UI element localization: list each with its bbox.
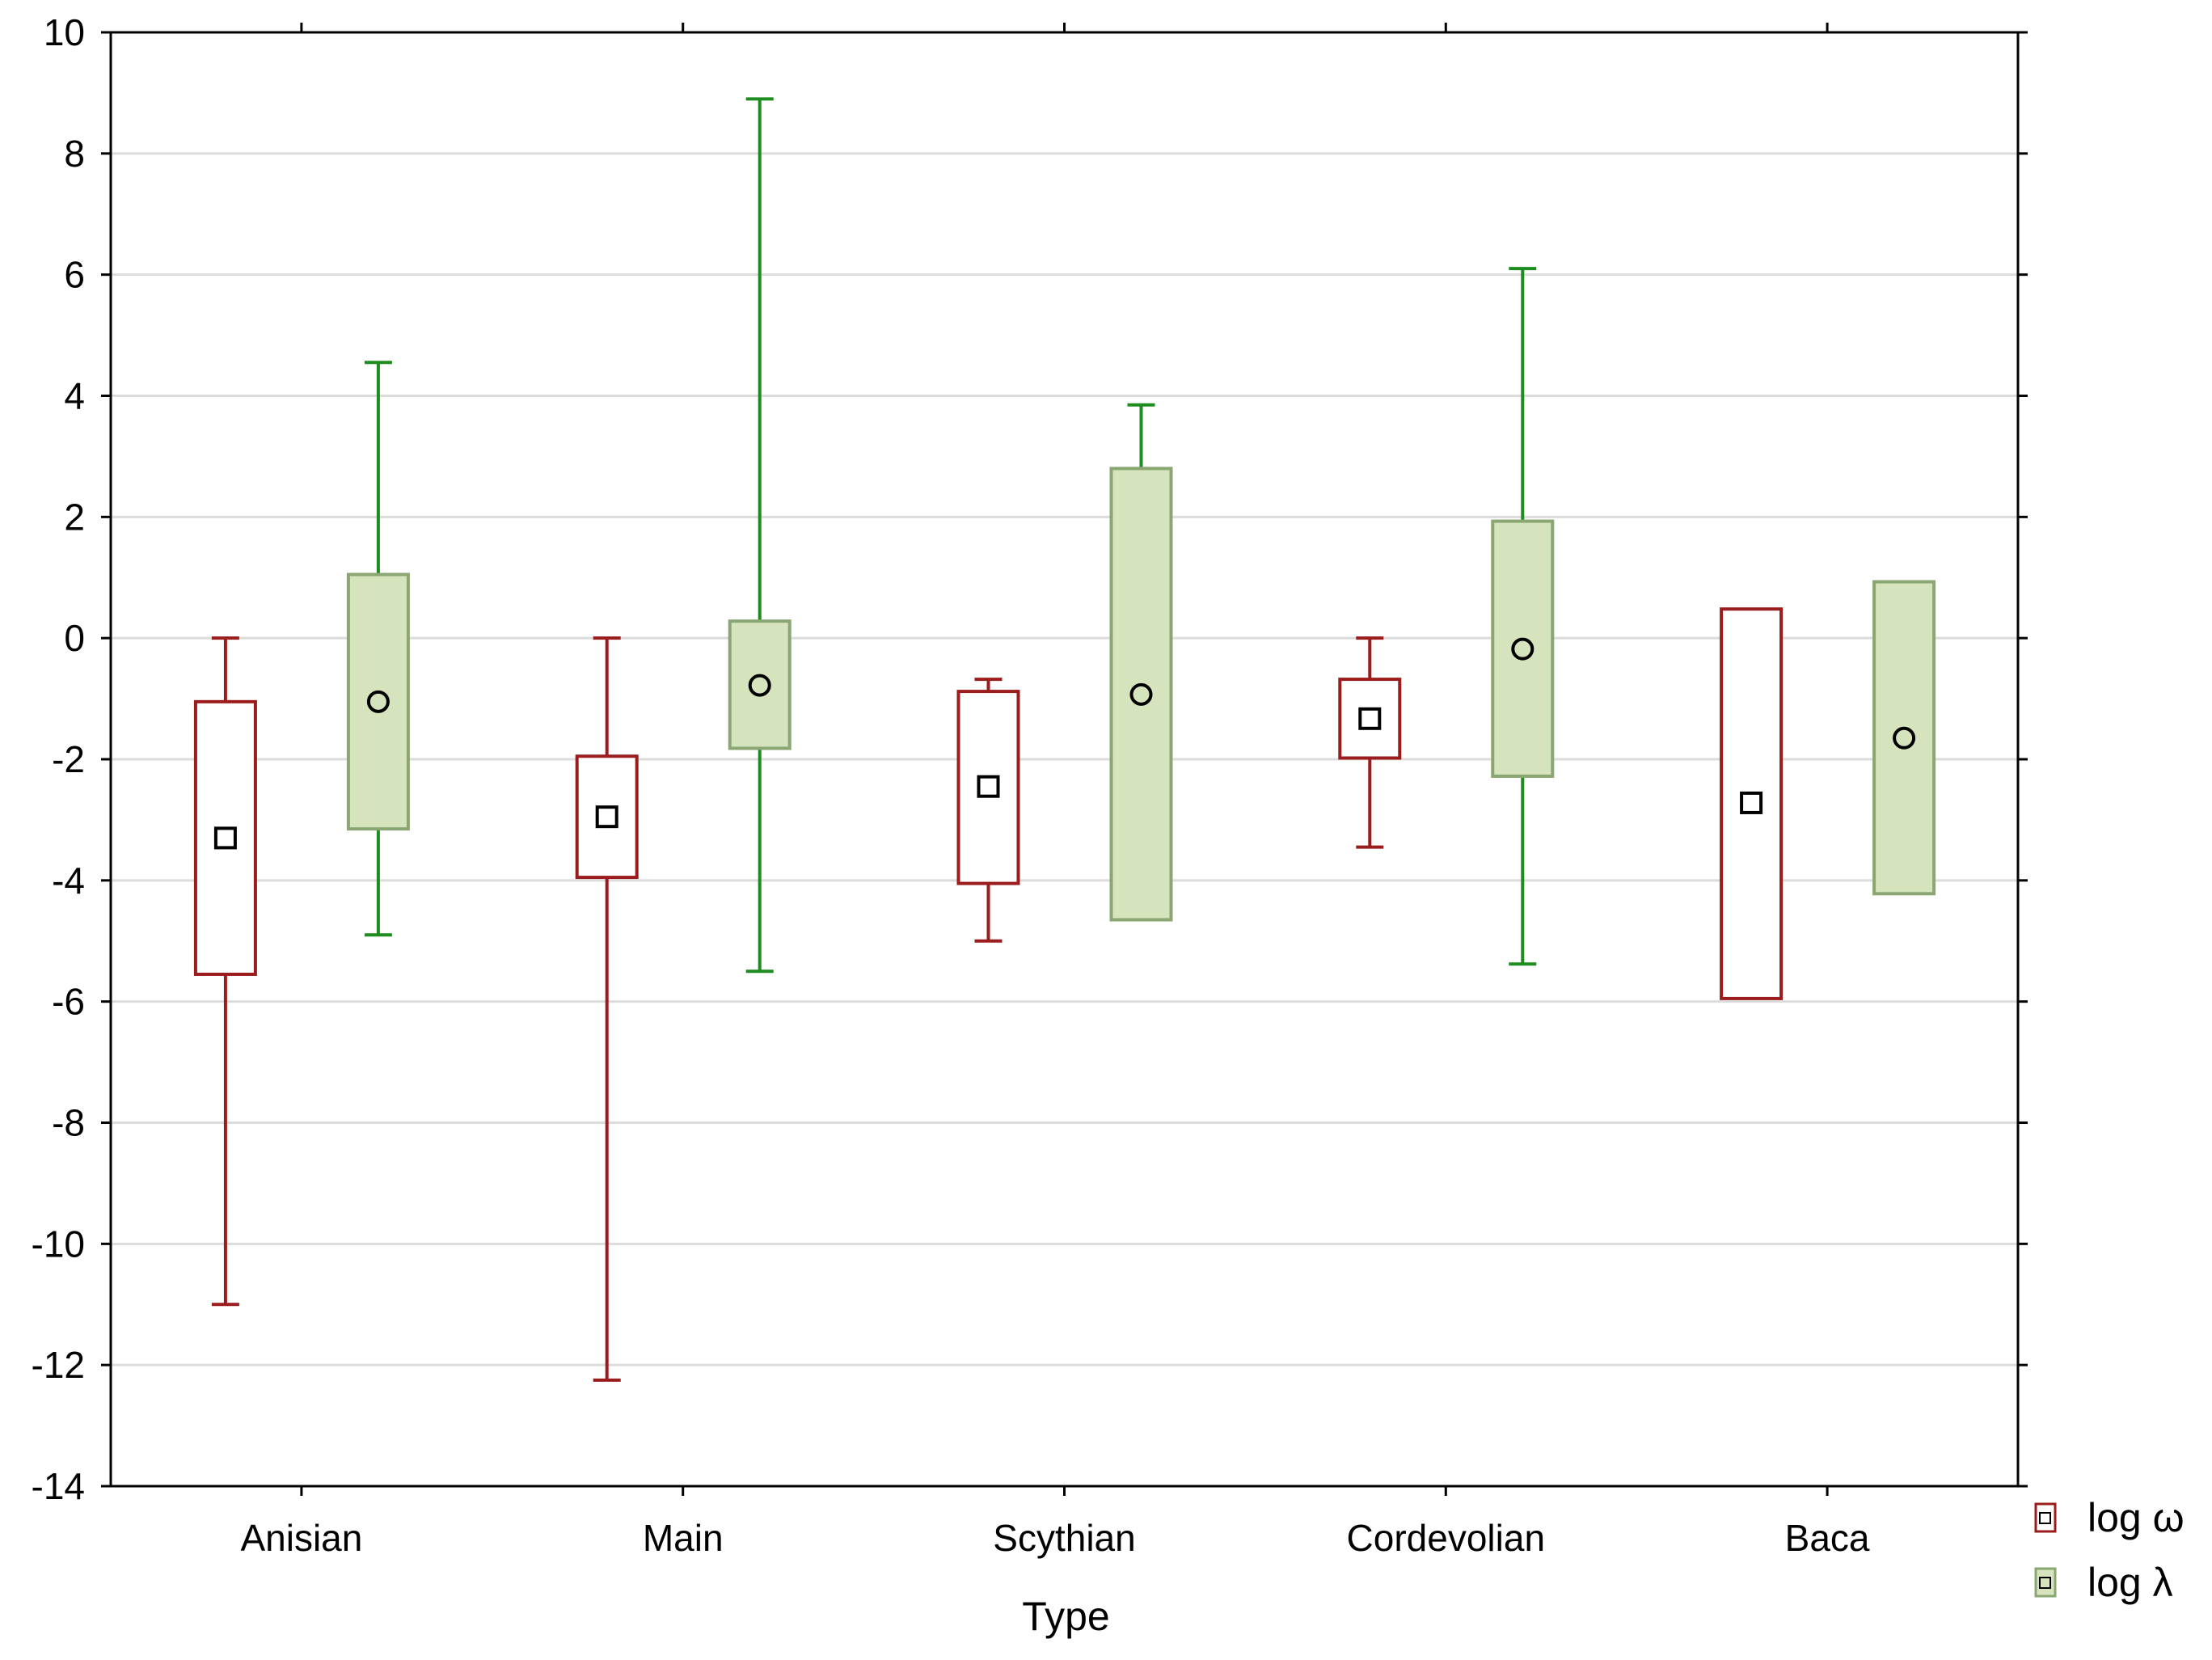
center-marker-square (595, 805, 618, 829)
box (1338, 678, 1402, 760)
y-tick-label: -14 (32, 1465, 85, 1507)
box (1491, 519, 1555, 778)
y-tick-label: -2 (52, 738, 85, 780)
box (728, 619, 792, 750)
y-tick-label: -10 (32, 1223, 85, 1265)
gridlines (111, 152, 2018, 1366)
x-tick-label: Baca (1785, 1517, 1870, 1559)
y-tick-label: 0 (64, 617, 85, 659)
y-tick-label: -4 (52, 860, 85, 902)
center-marker-circle (366, 690, 390, 713)
y-tick-label: 2 (64, 496, 85, 538)
y-tick-label: 8 (64, 133, 85, 175)
x-tick-label: Scythian (993, 1517, 1135, 1559)
center-marker-circle (1511, 637, 1534, 661)
box (346, 572, 410, 831)
y-tick-label: 10 (44, 11, 85, 53)
center-marker-circle (1129, 682, 1153, 706)
box (1872, 580, 1936, 896)
legend-label: log ω (2087, 1495, 2185, 1540)
legend-swatch-marker (2039, 1577, 2051, 1589)
y-tick-label: 4 (64, 375, 85, 417)
x-axis-title: Type (1022, 1594, 1109, 1639)
y-tick-label: -12 (32, 1344, 85, 1386)
center-marker-square (977, 775, 1000, 798)
center-marker-square (213, 826, 237, 850)
x-tick-label: Main (643, 1517, 724, 1559)
box (1109, 467, 1173, 922)
legend-swatch (2034, 1502, 2057, 1533)
legend: log ω log λ (2034, 1495, 2185, 1605)
center-marker-circle (1893, 726, 1916, 750)
legend-label: log λ (2087, 1560, 2173, 1605)
x-tick-label: Cordevolian (1347, 1517, 1545, 1559)
axes: 10 8 6 4 2 0 -2 -4 -6 -8 -10 -12 -14 Anisian Main Scyth… (32, 11, 2028, 1639)
y-tick-label: -8 (52, 1102, 85, 1144)
legend-swatch (2034, 1567, 2057, 1598)
center-marker-square (1740, 791, 1763, 814)
box-series (193, 97, 1936, 1382)
center-marker-circle (748, 674, 771, 697)
center-marker-square (1358, 707, 1382, 730)
x-tick-label: Anisian (240, 1517, 362, 1559)
legend-swatch-marker (2039, 1512, 2051, 1524)
y-tick-label: 6 (64, 254, 85, 296)
y-tick-label: -6 (52, 981, 85, 1023)
